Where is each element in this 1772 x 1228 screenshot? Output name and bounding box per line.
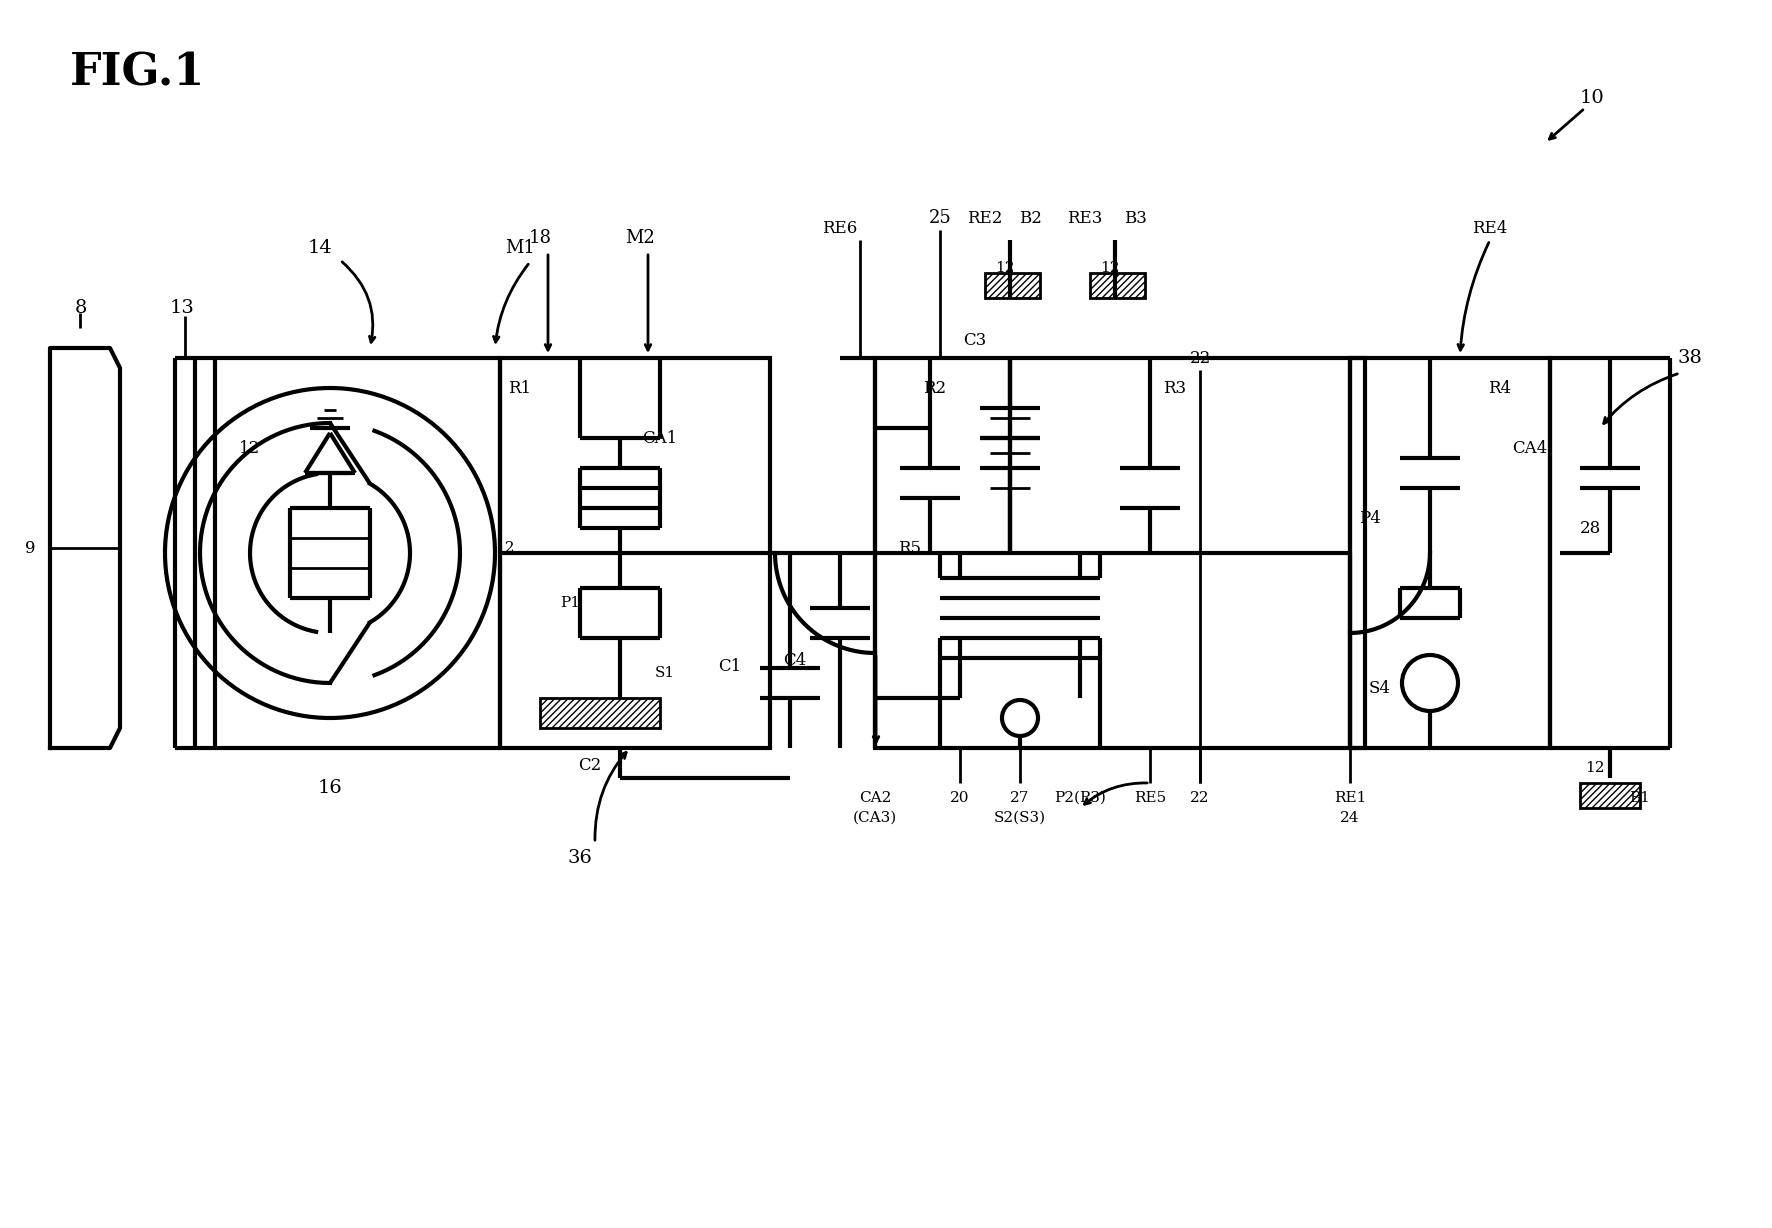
- Bar: [875, 359, 1364, 748]
- Text: 12: 12: [494, 542, 514, 555]
- Text: S2(S3): S2(S3): [994, 810, 1045, 825]
- Text: M2: M2: [626, 228, 656, 247]
- Text: 16: 16: [317, 779, 342, 797]
- Bar: [985, 273, 1040, 298]
- Text: R2: R2: [923, 379, 946, 397]
- Text: 18: 18: [528, 228, 551, 247]
- Text: P1: P1: [560, 596, 579, 610]
- Bar: [500, 359, 771, 748]
- Text: 36: 36: [567, 849, 592, 867]
- Text: C2: C2: [578, 758, 602, 775]
- Text: 12: 12: [1586, 761, 1605, 775]
- Text: 12: 12: [1100, 262, 1120, 275]
- Text: R5: R5: [898, 539, 921, 556]
- Text: 9: 9: [25, 539, 35, 556]
- Text: 38: 38: [1678, 349, 1703, 367]
- Text: 28: 28: [1579, 519, 1600, 537]
- Text: CA4: CA4: [1512, 440, 1547, 457]
- Text: C4: C4: [783, 652, 806, 668]
- Bar: [1090, 273, 1145, 298]
- Text: RE4: RE4: [1473, 220, 1508, 237]
- Text: S1: S1: [656, 666, 675, 680]
- Text: 14: 14: [308, 239, 333, 257]
- Text: C1: C1: [718, 657, 742, 674]
- Bar: [1581, 783, 1641, 808]
- Text: CA1: CA1: [643, 430, 677, 447]
- Text: 25: 25: [929, 209, 952, 227]
- Text: 20: 20: [950, 791, 969, 806]
- Text: 22: 22: [1189, 350, 1210, 366]
- Text: B3: B3: [1123, 210, 1146, 226]
- Text: S4: S4: [1370, 679, 1391, 696]
- Text: RE3: RE3: [1067, 210, 1102, 226]
- Text: R4: R4: [1488, 379, 1512, 397]
- Text: 10: 10: [1581, 88, 1605, 107]
- Text: B1: B1: [1630, 791, 1650, 806]
- Text: 13: 13: [170, 298, 195, 317]
- Text: R1: R1: [509, 379, 532, 397]
- Bar: [1350, 359, 1550, 748]
- Text: RE6: RE6: [822, 220, 858, 237]
- Text: C3: C3: [964, 332, 987, 349]
- Text: P2(P3): P2(P3): [1054, 791, 1106, 806]
- Text: M1: M1: [505, 239, 535, 257]
- Text: 24: 24: [1340, 810, 1359, 825]
- Text: (CA3): (CA3): [852, 810, 897, 825]
- Text: FIG.1: FIG.1: [71, 52, 206, 95]
- Text: RE1: RE1: [1334, 791, 1366, 806]
- Text: 22: 22: [1191, 791, 1210, 806]
- Text: 27: 27: [1010, 791, 1030, 806]
- Text: P4: P4: [1359, 510, 1380, 527]
- Text: R3: R3: [1164, 379, 1187, 397]
- Text: RE5: RE5: [1134, 791, 1166, 806]
- Text: RE2: RE2: [968, 210, 1003, 226]
- Bar: [540, 698, 659, 728]
- Text: 12: 12: [239, 440, 260, 457]
- Text: B2: B2: [1019, 210, 1042, 226]
- Text: CA2: CA2: [859, 791, 891, 806]
- Text: 8: 8: [74, 298, 87, 317]
- Text: 12: 12: [996, 262, 1015, 275]
